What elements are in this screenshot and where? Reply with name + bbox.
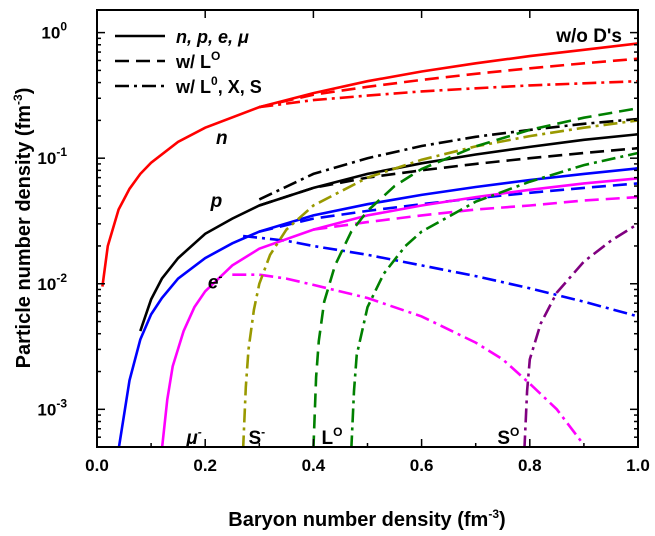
- legend-label: w/ L0, X, S: [175, 74, 262, 97]
- y-tick-label: 100: [41, 20, 67, 43]
- curves-layer: [102, 43, 638, 449]
- x-tick-label: 0.0: [85, 456, 109, 475]
- series-s-: [243, 120, 638, 449]
- series-p: [140, 134, 638, 331]
- x-tick-label: 0.8: [518, 456, 542, 475]
- y-axis-title-tail: ): [13, 88, 35, 95]
- annotation-label: e-: [208, 269, 223, 293]
- annotation-label: p: [210, 191, 223, 212]
- y-tick-label: 10-3: [37, 396, 67, 419]
- y-tick-label: 10-1: [37, 145, 67, 168]
- x-tick-label: 0.2: [193, 456, 217, 475]
- x-axis-title: Baryon number density (fm-3): [228, 507, 505, 531]
- y-axis: 100 10-1 10-2 10-3: [37, 20, 638, 438]
- annotation-label: S-: [248, 425, 265, 449]
- series-e-w-l0-x-s: [243, 236, 638, 316]
- series-s0: [524, 224, 638, 450]
- x-axis: 0.0 0.2 0.4 0.6 0.8 1.0: [85, 10, 650, 475]
- legend: n, p, e, μw/ LOw/ L0, X, S: [115, 27, 262, 97]
- series-e: [119, 168, 638, 449]
- y-tick-label: 10-2: [37, 271, 67, 294]
- legend-label: n, p, e, μ: [176, 27, 249, 47]
- x-axis-title-sup: -3: [488, 507, 499, 521]
- plot-frame: [97, 10, 638, 447]
- corner-label: w/o D's: [555, 26, 622, 47]
- y-axis-title-text: Particle number density (fm: [13, 105, 35, 368]
- x-tick-label: 1.0: [626, 456, 650, 475]
- annotation-label: n: [216, 128, 228, 149]
- series-mu-w-l0-x-s: [232, 275, 584, 445]
- legend-label: w/ LO: [175, 49, 220, 72]
- annotation-label: SO: [497, 425, 519, 449]
- y-axis-title-sup: -3: [11, 94, 25, 105]
- annotation-label: μ-: [185, 425, 201, 449]
- x-tick-label: 0.6: [410, 456, 434, 475]
- x-axis-title-tail: ): [499, 509, 506, 531]
- y-axis-title: Particle number density (fm-3): [11, 88, 35, 369]
- annotation-label: LO: [322, 425, 343, 449]
- x-axis-title-text: Baryon number density (fm: [228, 509, 488, 531]
- x-tick-label: 0.4: [302, 456, 326, 475]
- series-n-w-l0-x-s: [259, 81, 638, 107]
